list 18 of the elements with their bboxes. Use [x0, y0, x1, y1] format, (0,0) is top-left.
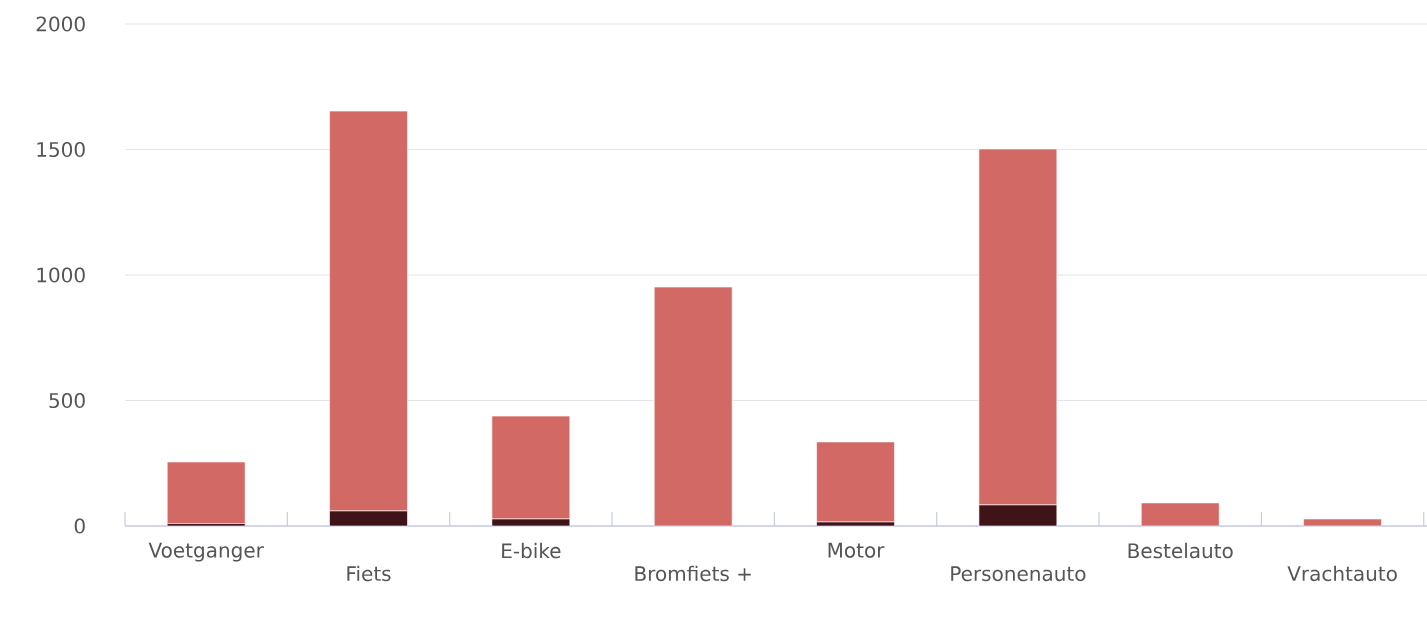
bar — [653, 286, 733, 527]
bar — [166, 461, 246, 524]
x-tick-label: E-bike — [502, 542, 561, 559]
y-tick-label: 1500 — [37, 141, 85, 158]
x-tick-label: Personenauto — [951, 566, 1086, 582]
x-tick-label: Bestelauto — [1128, 542, 1233, 559]
bar — [1140, 502, 1220, 527]
x-tick-label: Voetganger — [148, 542, 264, 562]
y-tick-label: 500 — [49, 392, 85, 409]
y-tick-label: 1000 — [37, 267, 85, 283]
x-tick-label: Vrachtauto — [1287, 565, 1397, 582]
bar — [816, 441, 895, 523]
x-tick-label: Bromfiets + — [635, 565, 751, 582]
y-tick-label: 2000 — [36, 16, 85, 32]
y-tick-label: 0 — [74, 518, 85, 534]
bar — [1303, 518, 1382, 527]
x-tick-label: Fiets — [347, 565, 391, 582]
x-tick-label: Motor — [828, 542, 885, 558]
